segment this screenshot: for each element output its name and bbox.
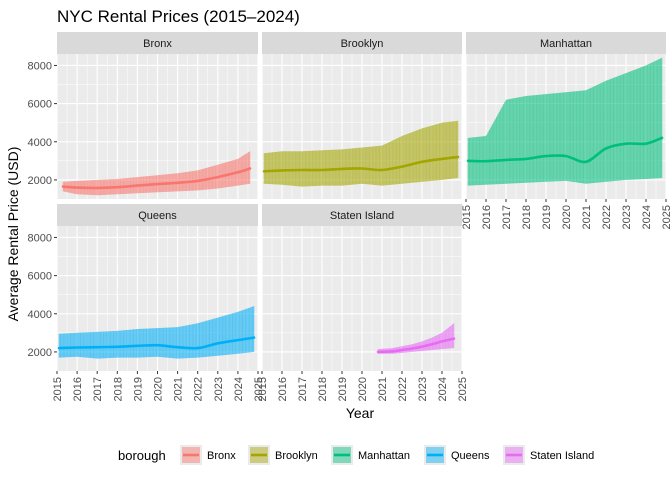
legend-label-queens: Queens <box>451 450 490 462</box>
x-tick-label: 2017 <box>501 205 513 229</box>
trend-line-bronx <box>61 167 252 190</box>
facet-label-brooklyn: Brooklyn <box>341 38 384 50</box>
y-tick-label: 8000 <box>28 60 52 72</box>
x-tick-label: 2024 <box>233 377 245 401</box>
y-tick-label: 4000 <box>28 309 52 321</box>
legend-item-staten-island: Staten Island <box>503 445 594 465</box>
facet-panel-staten-island: Staten Island 2015 2016 2017 2018 2019 2020 202… <box>257 204 469 401</box>
trend-line-manhattan <box>466 136 664 164</box>
legend-item-brooklyn: Brooklyn <box>248 445 318 465</box>
x-tick-label: 2022 <box>601 205 613 229</box>
x-tick-label: 2015 <box>461 205 473 229</box>
chart-title: NYC Rental Prices (2015–2024) <box>57 7 300 26</box>
x-tick-label: 2019 <box>132 377 144 401</box>
x-tick-label: 2023 <box>417 377 429 401</box>
x-tick-label: 2024 <box>437 377 449 401</box>
x-tick-label: 2022 <box>193 377 205 401</box>
legend: borough Bronx Brooklyn Manhattan Queens Stat… <box>118 445 594 465</box>
facet-strip-manhattan <box>466 32 666 54</box>
trend-line-queens <box>57 336 256 350</box>
facet-panel-bronx: Bronx 2000 4000 6000 8000 <box>28 32 259 199</box>
x-tick-label: 2023 <box>621 205 633 229</box>
range-band-staten-island <box>378 323 454 354</box>
facet-panel-queens: Queens 2000 4000 6000 8000 2015 2016 2017 2018 20… <box>28 204 265 401</box>
legend-title: borough <box>118 448 166 463</box>
y-tick-label: 2000 <box>28 175 52 187</box>
legend-label-brooklyn: Brooklyn <box>275 450 318 462</box>
y-tick-label: 4000 <box>28 137 52 149</box>
x-tick-label: 2016 <box>72 377 84 401</box>
x-tick-label: 2021 <box>173 377 185 401</box>
legend-item-manhattan: Manhattan <box>331 445 410 465</box>
trend-line-staten-island <box>376 337 456 354</box>
range-band-bronx <box>63 151 250 196</box>
x-tick-label: 2025 <box>253 377 265 401</box>
x-tick-label: 2019 <box>337 377 349 401</box>
x-tick-label: 2021 <box>377 377 389 401</box>
range-band-manhattan <box>468 57 662 186</box>
y-tick-label: 6000 <box>28 271 52 283</box>
facet-label-queens: Queens <box>138 210 177 222</box>
x-tick-label: 2023 <box>213 377 225 401</box>
facet-label-bronx: Bronx <box>143 38 172 50</box>
legend-label-staten-island: Staten Island <box>530 450 594 462</box>
legend-item-bronx: Bronx <box>180 445 236 465</box>
x-tick-label: 2020 <box>357 377 369 401</box>
x-tick-label: 2024 <box>641 205 653 229</box>
x-tick-label: 2018 <box>317 377 329 401</box>
y-tick-label: 2000 <box>28 347 52 359</box>
facet-label-manhattan: Manhattan <box>540 38 592 50</box>
facet-label-staten-island: Staten Island <box>330 210 394 222</box>
x-tick-label: 2025 <box>457 377 469 401</box>
x-tick-label: 2018 <box>521 205 533 229</box>
x-tick-label: 2020 <box>561 205 573 229</box>
facet-panel-brooklyn: Brooklyn <box>261 32 463 199</box>
legend-item-queens: Queens <box>424 445 490 465</box>
trend-line-brooklyn <box>262 155 460 173</box>
x-tick-label: 2015 <box>257 377 269 401</box>
x-axis-title: Year <box>346 405 375 421</box>
facet-strip-brooklyn <box>262 32 462 54</box>
legend-label-manhattan: Manhattan <box>358 450 410 462</box>
x-tick-label: 2022 <box>397 377 409 401</box>
x-tick-label: 2025 <box>661 205 672 229</box>
y-tick-label: 8000 <box>28 232 52 244</box>
x-tick-label: 2019 <box>541 205 553 229</box>
facet-panel-manhattan: Manhattan 2015 2016 2017 2018 2019 2020 2021 202… <box>461 32 672 229</box>
x-tick-label: 2017 <box>92 377 104 401</box>
x-tick-label: 2016 <box>481 205 493 229</box>
facet-strip-staten-island <box>262 204 462 226</box>
legend-label-bronx: Bronx <box>207 450 236 462</box>
facet-strip-bronx <box>57 32 258 54</box>
x-tick-label: 2015 <box>52 377 64 401</box>
y-tick-label: 6000 <box>28 99 52 111</box>
x-tick-label: 2018 <box>112 377 124 401</box>
facet-panels: Bronx 2000 4000 6000 8000 Brooklyn Manhattan 20… <box>28 32 672 401</box>
x-tick-label: 2017 <box>297 377 309 401</box>
x-tick-label: 2016 <box>277 377 289 401</box>
facet-strip-queens <box>57 204 258 226</box>
y-axis-title: Average Rental Price (USD) <box>5 147 21 322</box>
x-tick-label: 2021 <box>581 205 593 229</box>
x-tick-label: 2020 <box>153 377 165 401</box>
